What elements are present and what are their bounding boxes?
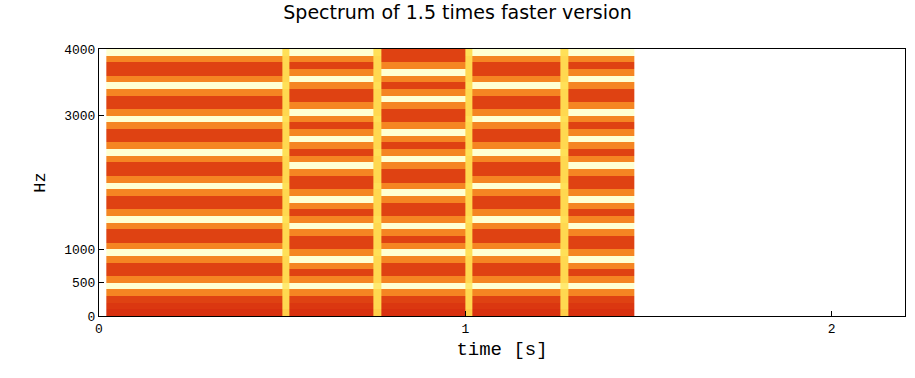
svg-text:500: 500 bbox=[72, 276, 95, 291]
svg-text:1000: 1000 bbox=[64, 243, 95, 258]
svg-text:0: 0 bbox=[95, 322, 103, 337]
svg-text:4000: 4000 bbox=[64, 43, 95, 58]
svg-text:Hz: Hz bbox=[31, 172, 50, 192]
svg-text:Spectrum of 1.5 times faster v: Spectrum of 1.5 times faster version bbox=[283, 1, 631, 23]
svg-text:0: 0 bbox=[88, 310, 96, 325]
svg-text:1: 1 bbox=[461, 322, 469, 337]
svg-text:2: 2 bbox=[828, 322, 836, 337]
svg-text:time [s]: time [s] bbox=[456, 339, 547, 361]
svg-text:3000: 3000 bbox=[64, 109, 95, 124]
